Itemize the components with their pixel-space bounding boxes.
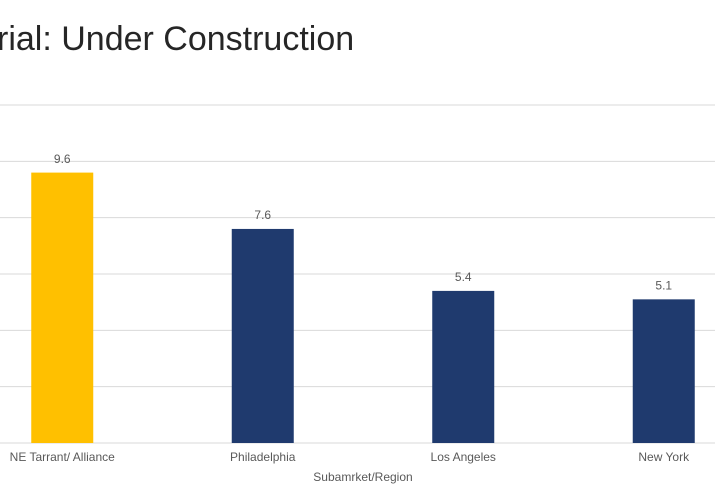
data-label: 9.6 <box>54 152 71 166</box>
bar <box>632 299 695 443</box>
x-tick-label: NE Tarrant/ Alliance <box>10 450 115 464</box>
data-label: 5.1 <box>655 279 672 293</box>
x-tick-label: Los Angeles <box>431 450 496 464</box>
data-label: 5.4 <box>455 270 472 284</box>
x-tick-label: Philadelphia <box>230 450 296 464</box>
chart-title: rial: Under Construction <box>0 20 354 58</box>
x-tick-label: New York <box>638 450 690 464</box>
bar <box>231 228 294 443</box>
bar <box>432 290 495 443</box>
data-label: 7.6 <box>254 208 271 222</box>
x-axis-label: Subamrket/Region <box>313 470 412 484</box>
bar <box>31 172 94 443</box>
